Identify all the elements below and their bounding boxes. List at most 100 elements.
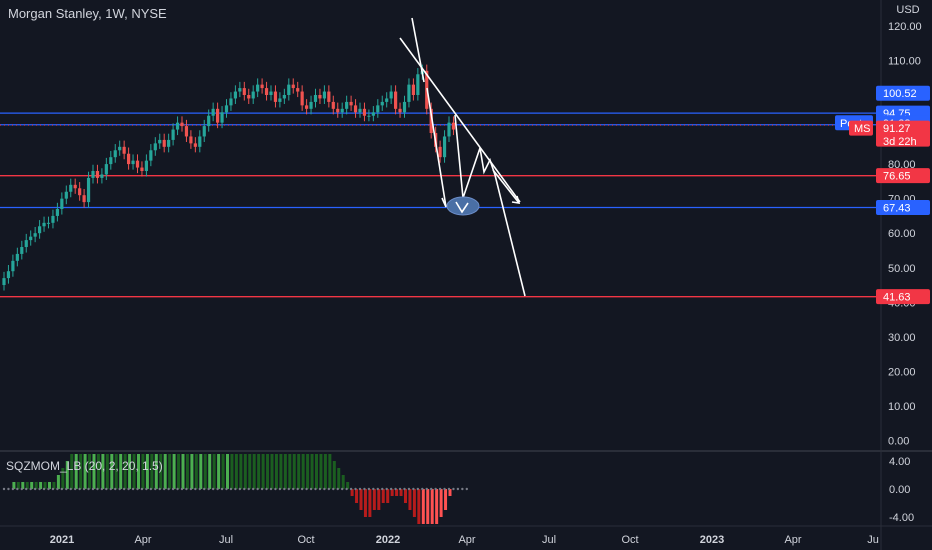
candle-body <box>86 177 91 203</box>
candle-body <box>233 91 237 99</box>
momentum-bar <box>48 482 51 489</box>
candle-body <box>407 84 411 102</box>
squeeze-dot <box>309 487 313 491</box>
candle-body <box>247 95 251 99</box>
candle <box>91 164 95 184</box>
momentum-bar <box>43 482 47 489</box>
momentum-bar <box>190 454 194 489</box>
squeeze-dot <box>256 487 259 491</box>
candle-body <box>15 253 19 261</box>
candle <box>251 85 255 104</box>
squeeze-dot <box>131 487 135 491</box>
momentum-bar <box>252 454 256 489</box>
candle <box>78 182 82 201</box>
arrow-down-left <box>426 87 447 208</box>
candle <box>216 102 220 129</box>
candle-body <box>91 171 95 178</box>
candle-body <box>251 91 255 99</box>
candle-body <box>229 98 233 106</box>
momentum-bar <box>83 454 87 489</box>
candle <box>193 137 197 153</box>
candle-body <box>131 160 135 165</box>
candle <box>46 216 51 229</box>
candle <box>238 81 242 98</box>
candle <box>331 95 335 115</box>
candle-body <box>296 88 300 92</box>
candle-body <box>380 101 384 106</box>
candle <box>385 92 389 108</box>
momentum-bar <box>274 454 278 489</box>
momentum-bar <box>39 482 43 489</box>
squeeze-dot <box>69 487 72 491</box>
momentum-bar <box>92 454 96 489</box>
candle <box>140 161 144 177</box>
price-label-box <box>876 85 930 101</box>
candle <box>131 154 135 170</box>
candle <box>380 95 384 111</box>
candle-body <box>171 129 175 140</box>
momentum-bar <box>261 454 265 489</box>
candle <box>269 85 273 101</box>
time-label: Oct <box>621 534 638 546</box>
momentum-bar <box>435 489 439 524</box>
candle-body <box>20 247 24 254</box>
squeeze-dot <box>341 487 344 491</box>
candle-body <box>24 240 28 248</box>
candle-body <box>278 98 282 102</box>
candle-body <box>309 101 313 109</box>
price-label-text: 100.52 <box>883 88 917 100</box>
momentum-bar <box>159 454 163 489</box>
momentum-bar <box>399 489 403 496</box>
momentum-bar <box>292 454 296 489</box>
candle <box>33 226 37 243</box>
momentum-bar <box>65 461 69 489</box>
time-label: Oct <box>297 534 314 546</box>
squeeze-dot <box>91 487 95 491</box>
candle-body <box>78 188 82 196</box>
candle <box>264 81 269 101</box>
candle-body <box>95 171 100 178</box>
squeeze-dot <box>354 487 357 491</box>
arrowhead-left <box>441 197 447 208</box>
candle <box>398 102 402 118</box>
candle <box>429 102 433 139</box>
squeeze-dot <box>345 487 348 491</box>
candle <box>100 168 104 184</box>
momentum-bar <box>355 489 359 503</box>
candle <box>233 85 237 104</box>
momentum-bar <box>221 454 225 489</box>
candle-body <box>353 105 358 113</box>
momentum-bar <box>114 454 118 489</box>
squeeze-dot <box>358 487 362 491</box>
squeeze-dot <box>381 487 384 491</box>
momentum-bar <box>248 454 252 489</box>
time-label: Jul <box>219 534 233 546</box>
candle <box>224 99 229 118</box>
squeeze-dot <box>180 487 184 491</box>
momentum-bar <box>88 454 92 489</box>
squeeze-dot <box>122 487 126 491</box>
price-label-text: 76.65 <box>883 171 911 183</box>
currency-label[interactable]: USD <box>896 4 920 16</box>
momentum-bar <box>199 454 203 489</box>
candle-body <box>318 95 322 99</box>
squeeze-dot <box>447 487 451 491</box>
candle-body <box>140 167 144 172</box>
momentum-bar <box>368 489 372 517</box>
momentum-bar <box>315 454 318 489</box>
price-label-box <box>876 289 930 305</box>
candle <box>113 144 117 163</box>
indicator-label[interactable]: SQZMOM_LB (20, 2, 20, 1.5) <box>6 459 163 473</box>
squeeze-dot <box>403 487 406 491</box>
squeeze-dot <box>385 487 388 491</box>
symbol-title[interactable]: Morgan Stanley, 1W, NYSE <box>8 6 167 21</box>
candle <box>167 133 171 153</box>
momentum-bar <box>243 454 247 489</box>
momentum-bar <box>363 489 367 517</box>
candle <box>336 102 340 118</box>
squeeze-dot <box>407 487 411 491</box>
momentum-bar <box>137 454 140 489</box>
price-label-box <box>876 168 930 184</box>
